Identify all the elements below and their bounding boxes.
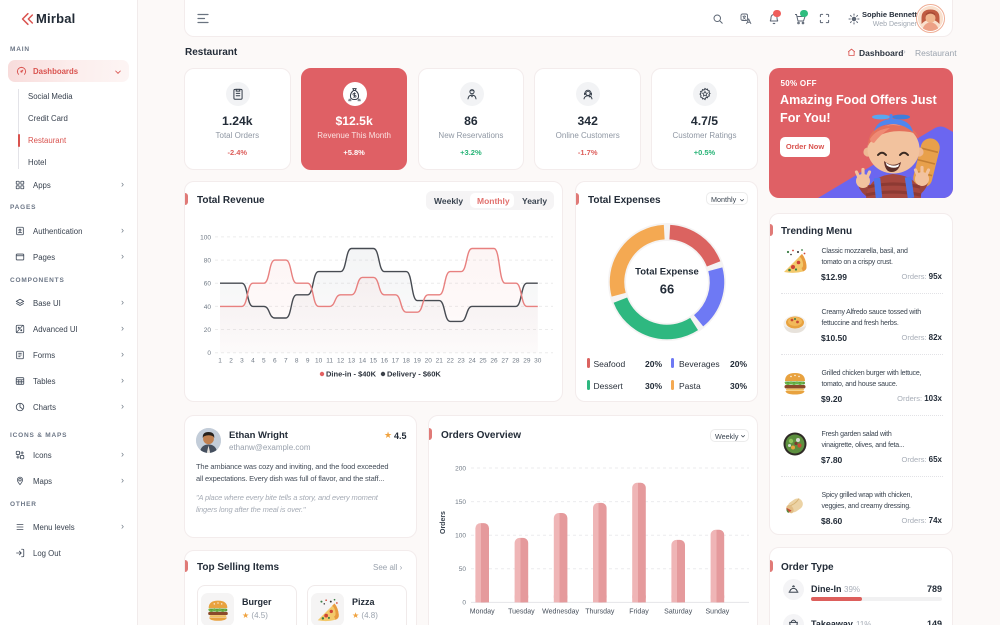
- svg-text:7: 7: [284, 358, 288, 365]
- svg-text:40: 40: [204, 304, 212, 311]
- svg-text:60: 60: [204, 281, 212, 288]
- svg-text:Sunday: Sunday: [706, 608, 730, 615]
- svg-text:Orders: Orders: [440, 511, 447, 534]
- svg-text:80: 80: [204, 258, 212, 265]
- svg-text:22: 22: [447, 358, 455, 365]
- svg-text:3: 3: [240, 358, 244, 365]
- svg-text:Wednesday: Wednesday: [542, 608, 579, 615]
- svg-text:Total Expense: Total Expense: [635, 267, 699, 278]
- svg-text:Delivery - $60K: Delivery - $60K: [387, 370, 441, 379]
- svg-text:29: 29: [523, 358, 531, 365]
- svg-text:50: 50: [459, 566, 467, 573]
- svg-text:Saturday: Saturday: [664, 608, 693, 615]
- svg-text:13: 13: [348, 358, 356, 365]
- svg-text:100: 100: [200, 234, 211, 241]
- svg-text:200: 200: [455, 465, 466, 472]
- svg-text:4: 4: [251, 358, 255, 365]
- svg-text:15: 15: [370, 358, 378, 365]
- svg-text:26: 26: [490, 358, 498, 365]
- svg-text:5: 5: [262, 358, 266, 365]
- svg-text:10: 10: [315, 358, 323, 365]
- svg-text:27: 27: [501, 358, 509, 365]
- svg-text:21: 21: [436, 358, 444, 365]
- svg-text:12: 12: [337, 358, 345, 365]
- svg-text:19: 19: [414, 358, 422, 365]
- svg-text:8: 8: [295, 358, 299, 365]
- svg-text:30: 30: [534, 358, 542, 365]
- svg-text:Monday: Monday: [470, 608, 495, 615]
- svg-text:20: 20: [425, 358, 433, 365]
- svg-text:16: 16: [381, 358, 389, 365]
- svg-text:Tuesday: Tuesday: [508, 608, 535, 615]
- svg-text:Friday: Friday: [629, 608, 649, 615]
- svg-text:2: 2: [229, 358, 233, 365]
- svg-text:Dine-in - $40K: Dine-in - $40K: [326, 370, 377, 379]
- svg-text:100: 100: [455, 533, 466, 540]
- svg-text:17: 17: [392, 358, 400, 365]
- svg-text:24: 24: [468, 358, 476, 365]
- svg-text:28: 28: [512, 358, 520, 365]
- svg-text:66: 66: [660, 282, 674, 297]
- svg-text:23: 23: [457, 358, 465, 365]
- svg-text:14: 14: [359, 358, 367, 365]
- svg-text:25: 25: [479, 358, 487, 365]
- svg-text:Thursday: Thursday: [585, 608, 615, 615]
- svg-text:1: 1: [218, 358, 222, 365]
- svg-text:150: 150: [455, 499, 466, 506]
- svg-text:9: 9: [306, 358, 310, 365]
- svg-text:0: 0: [207, 350, 211, 357]
- svg-text:20: 20: [204, 327, 212, 334]
- svg-text:11: 11: [326, 358, 333, 365]
- svg-text:0: 0: [462, 600, 466, 607]
- svg-text:6: 6: [273, 358, 277, 365]
- svg-text:18: 18: [403, 358, 411, 365]
